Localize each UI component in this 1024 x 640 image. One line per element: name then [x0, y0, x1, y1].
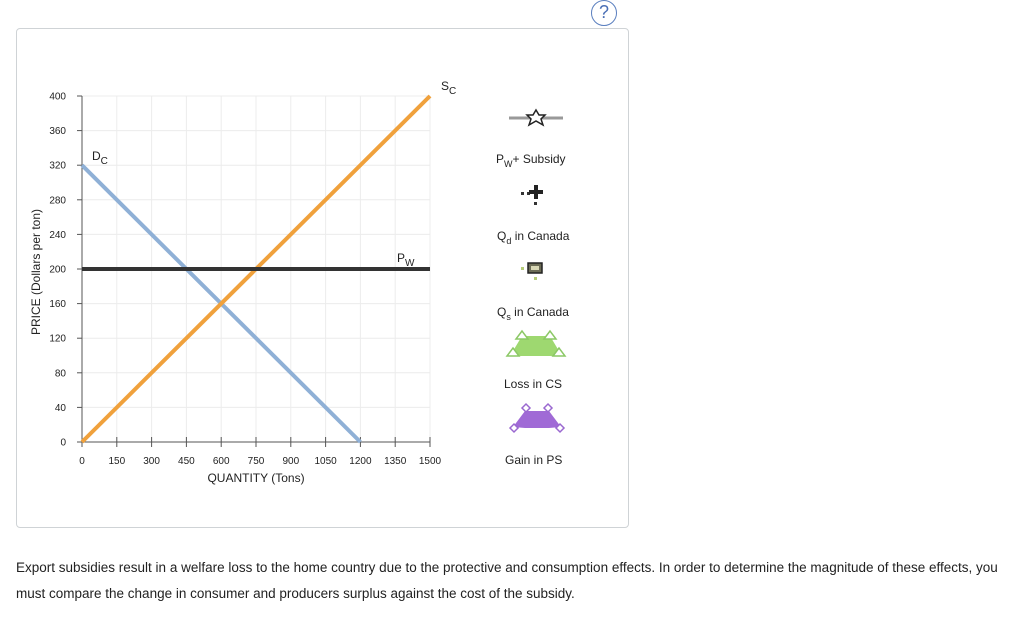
y-tick-label: 80 — [55, 368, 67, 379]
gray-line-star-marker-icon[interactable] — [509, 108, 563, 127]
x-tick-label: 1500 — [419, 456, 442, 467]
x-tick-label: 1050 — [314, 456, 337, 467]
olive-square-marker-icon[interactable] — [521, 262, 543, 280]
x-tick-label: 600 — [213, 456, 230, 467]
black-plus-marker-icon[interactable] — [521, 185, 543, 205]
x-tick-label: 450 — [178, 456, 195, 467]
y-tick-label: 280 — [49, 195, 66, 206]
y-tick-label: 160 — [49, 299, 66, 310]
legend-label-loss-cs: Loss in CS — [504, 377, 563, 391]
instruction-text: Export subsidies result in a welfare los… — [16, 560, 998, 601]
legend-label-qd: Qd in Canada — [497, 229, 570, 246]
y-tick-label: 320 — [49, 161, 66, 172]
x-tick-label: 0 — [79, 456, 85, 467]
y-tick-label: 0 — [60, 438, 66, 449]
x-tick-label: 1350 — [384, 456, 407, 467]
y-tick-label: 40 — [55, 403, 67, 414]
x-tick-label: 300 — [143, 456, 160, 467]
graph-panel — [16, 28, 629, 528]
y-tick-label: 120 — [49, 334, 66, 345]
y-axis-label: PRICE (Dollars per ton) — [29, 209, 43, 335]
sc-curve-label: SC — [441, 79, 456, 97]
y-tick-label: 240 — [49, 230, 66, 241]
green-triangle-area-icon[interactable] — [505, 329, 567, 357]
x-axis-label: QUANTITY (Tons) — [207, 471, 304, 485]
legend-label-gain-ps: Gain in PS — [505, 453, 563, 467]
legend-label-pw-subsidy: PW+ Subsidy — [496, 152, 566, 169]
purple-diamond-area-icon[interactable] — [508, 402, 566, 434]
dc-curve-label: DC — [92, 149, 108, 167]
x-tick-label: 150 — [108, 456, 125, 467]
help-button[interactable]: ? — [591, 0, 617, 26]
axes: 0 40 80 120 160 200 240 280 320 360 400 0 150 300 450 6… — [49, 92, 441, 468]
x-tick-label: 1200 — [349, 456, 372, 467]
y-tick-label: 360 — [49, 126, 66, 137]
y-tick-label: 400 — [49, 92, 66, 103]
x-tick-label: 900 — [282, 456, 299, 467]
pw-curve-label: PW — [397, 251, 415, 269]
series — [80, 94, 432, 444]
y-tick-label: 200 — [49, 265, 66, 276]
x-tick-label: 750 — [248, 456, 265, 467]
legend-label-qs: Qs in Canada — [497, 305, 569, 322]
